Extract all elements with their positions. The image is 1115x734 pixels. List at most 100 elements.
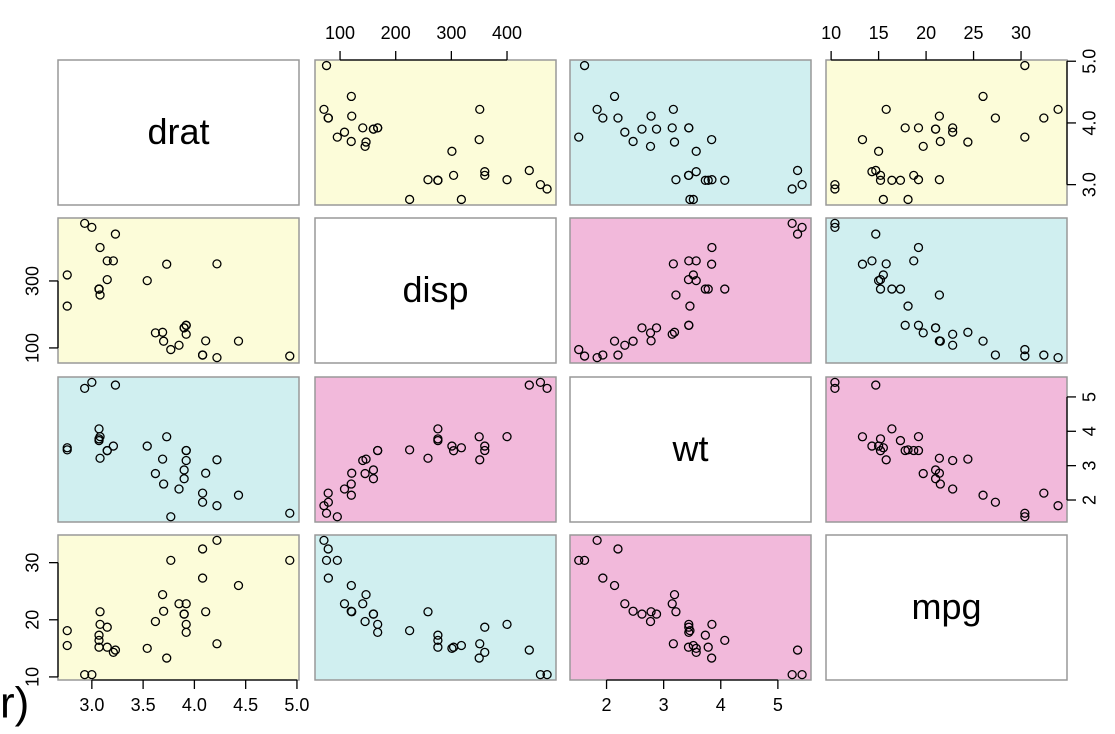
- point: [683, 170, 694, 181]
- point: [321, 60, 332, 71]
- point: [433, 635, 443, 646]
- point: [179, 609, 189, 619]
- point: [480, 441, 490, 451]
- point: [480, 170, 490, 181]
- point: [1039, 113, 1049, 123]
- point: [700, 175, 710, 185]
- point: [875, 446, 886, 456]
- point: [62, 301, 72, 311]
- y-tick-label: 100: [23, 333, 43, 363]
- point: [1039, 350, 1049, 360]
- x-tick-label: 25: [964, 23, 984, 43]
- point: [346, 580, 356, 591]
- point: [102, 642, 112, 652]
- point: [197, 573, 208, 583]
- point: [233, 336, 244, 346]
- point: [703, 642, 713, 652]
- point: [62, 270, 72, 280]
- point: [433, 434, 443, 444]
- point: [80, 383, 90, 393]
- point: [181, 599, 191, 609]
- point: [797, 222, 807, 233]
- point: [620, 127, 630, 137]
- point: [707, 619, 717, 630]
- point: [474, 134, 484, 145]
- point: [423, 175, 433, 185]
- point: [181, 320, 191, 330]
- point: [456, 443, 467, 453]
- point: [480, 445, 490, 456]
- point: [1020, 508, 1030, 518]
- point: [830, 184, 840, 194]
- point: [361, 137, 371, 147]
- point: [166, 344, 176, 355]
- point: [166, 512, 176, 522]
- y-tick-label: 4: [1080, 426, 1100, 436]
- point: [700, 630, 710, 640]
- point: [502, 619, 512, 630]
- point: [404, 445, 415, 455]
- point: [668, 259, 679, 269]
- point: [197, 488, 208, 498]
- panel: [569, 59, 812, 206]
- point: [181, 627, 191, 638]
- point: [285, 351, 295, 361]
- point: [346, 91, 356, 102]
- x-tick-label: 15: [869, 23, 889, 43]
- point: [110, 229, 121, 239]
- point: [707, 242, 717, 253]
- point: [475, 639, 485, 649]
- point: [1039, 488, 1049, 498]
- point: [1020, 60, 1030, 71]
- point: [867, 441, 877, 451]
- point: [875, 175, 886, 185]
- point: [447, 146, 457, 156]
- point: [212, 639, 222, 649]
- point: [448, 446, 459, 456]
- point: [579, 60, 590, 71]
- x-tick-label: 20: [916, 23, 936, 43]
- x-tick-label: 4.5: [233, 695, 258, 715]
- point: [181, 329, 191, 339]
- point: [358, 123, 368, 133]
- point: [158, 606, 169, 616]
- point: [918, 328, 928, 338]
- point: [934, 336, 945, 346]
- point: [857, 259, 868, 269]
- point: [934, 111, 945, 121]
- point: [332, 555, 342, 566]
- point: [913, 123, 924, 133]
- point: [667, 599, 677, 609]
- point: [900, 123, 910, 133]
- variable-label: disp: [402, 269, 468, 310]
- point: [609, 91, 620, 102]
- point: [358, 599, 368, 609]
- point: [684, 320, 694, 330]
- point: [990, 350, 1001, 360]
- point: [110, 645, 121, 655]
- point: [651, 323, 662, 333]
- point: [162, 432, 172, 442]
- point: [332, 132, 342, 142]
- point: [887, 424, 897, 434]
- point: [95, 242, 105, 253]
- point: [620, 599, 630, 609]
- point: [830, 222, 840, 233]
- point: [368, 474, 379, 484]
- point: [720, 175, 730, 185]
- point: [447, 441, 457, 451]
- point: [913, 175, 924, 185]
- point: [332, 512, 342, 522]
- point: [1053, 501, 1063, 511]
- point: [909, 256, 919, 266]
- point: [166, 555, 176, 566]
- point: [700, 284, 710, 294]
- point: [179, 323, 189, 333]
- point: [669, 137, 680, 147]
- point: [579, 555, 590, 566]
- point: [480, 167, 490, 177]
- y-tick-label: 30: [23, 553, 43, 573]
- point: [157, 327, 168, 337]
- point: [456, 194, 467, 205]
- point: [720, 284, 730, 294]
